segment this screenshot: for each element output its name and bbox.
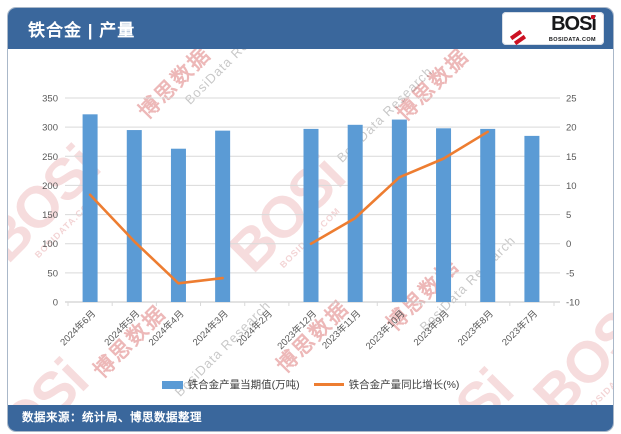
logo-text: BOSi bbox=[551, 13, 597, 35]
x-axis-label: 2023年7月 bbox=[499, 308, 540, 349]
page-title: 铁合金 | 产量 bbox=[28, 21, 136, 40]
report-card: 铁合金 | 产量 BOSi BOSIDATA.COM BOSi BOSIDATA.… bbox=[7, 7, 614, 432]
left-axis-tick-label: 150 bbox=[42, 210, 58, 221]
right-axis-tick-label: 10 bbox=[566, 181, 577, 192]
bar-2023年9月 bbox=[436, 128, 452, 302]
x-axis-label: 2023年11月 bbox=[319, 308, 363, 352]
growth-line bbox=[309, 130, 490, 246]
left-axis-tick-label: 200 bbox=[42, 181, 58, 192]
combo-chart: 0 50 100 150 200 250 300 350 -10 -5 0 5 10 15 20 25 2024… bbox=[42, 94, 580, 352]
left-axis-tick-label: 0 bbox=[53, 298, 58, 309]
bar-2023年8月 bbox=[480, 128, 496, 302]
x-axis-label: 2024年3月 bbox=[190, 308, 231, 349]
right-axis-tick-label: 25 bbox=[566, 94, 577, 105]
left-axis-tick-label: 250 bbox=[42, 152, 58, 163]
data-source-text: 数据来源：统计局、博思数据整理 bbox=[22, 412, 202, 424]
bar-2024年4月 bbox=[170, 148, 186, 302]
bar-2024年3月 bbox=[215, 130, 231, 302]
bar-2023年10月 bbox=[391, 119, 407, 303]
x-axis-label: 2024年4月 bbox=[146, 308, 187, 349]
bar-2023年11月 bbox=[347, 124, 363, 302]
x-axis-label: 2024年2月 bbox=[234, 308, 275, 349]
legend-bar-label: 铁合金产量当期值(万吨) bbox=[187, 379, 300, 391]
footer: 数据来源：统计局、博思数据整理 bbox=[8, 405, 613, 431]
bar-2023年7月 bbox=[524, 135, 540, 302]
bosi-logo: BOSi BOSIDATA.COM bbox=[502, 12, 604, 46]
legend-item-line: 铁合金产量同比增长(%) bbox=[313, 377, 460, 392]
bar-2024年6月 bbox=[82, 114, 98, 302]
x-axis-label: 2023年9月 bbox=[411, 308, 452, 349]
logo-dot-icon bbox=[591, 15, 595, 19]
x-axis-label: 2023年10月 bbox=[363, 308, 407, 352]
legend-line-swatch bbox=[313, 383, 344, 386]
legend-bar-swatch bbox=[161, 380, 183, 389]
growth-line bbox=[88, 193, 224, 285]
legend-line-label: 铁合金产量同比增长(%) bbox=[348, 379, 460, 391]
x-axis-label: 2024年6月 bbox=[58, 308, 99, 349]
right-axis-tick-label: -5 bbox=[566, 268, 574, 279]
logo-site-text: BOSIDATA.COM bbox=[548, 37, 596, 43]
right-axis-tick-label: -10 bbox=[566, 298, 580, 309]
legend: 铁合金产量当期值(万吨) 铁合金产量同比增长(%) bbox=[8, 377, 613, 392]
right-axis-tick-label: 5 bbox=[566, 210, 571, 221]
left-axis-tick-label: 350 bbox=[42, 94, 58, 105]
left-axis-tick-label: 100 bbox=[42, 239, 58, 250]
right-axis-tick-label: 0 bbox=[566, 239, 571, 250]
right-axis-tick-label: 15 bbox=[566, 152, 577, 163]
left-axis-tick-label: 300 bbox=[42, 123, 58, 134]
bar-2024年5月 bbox=[126, 130, 142, 302]
legend-item-bar: 铁合金产量当期值(万吨) bbox=[161, 377, 300, 392]
x-axis-label: 2023年8月 bbox=[455, 308, 496, 349]
left-axis-tick-label: 50 bbox=[47, 268, 58, 279]
header: 铁合金 | 产量 BOSi BOSIDATA.COM bbox=[8, 8, 613, 49]
right-axis-tick-label: 20 bbox=[566, 123, 577, 134]
x-axis-label: 2024年5月 bbox=[102, 308, 143, 349]
x-axis-label: 2023年12月 bbox=[275, 308, 319, 352]
bar-2023年12月 bbox=[303, 128, 319, 302]
